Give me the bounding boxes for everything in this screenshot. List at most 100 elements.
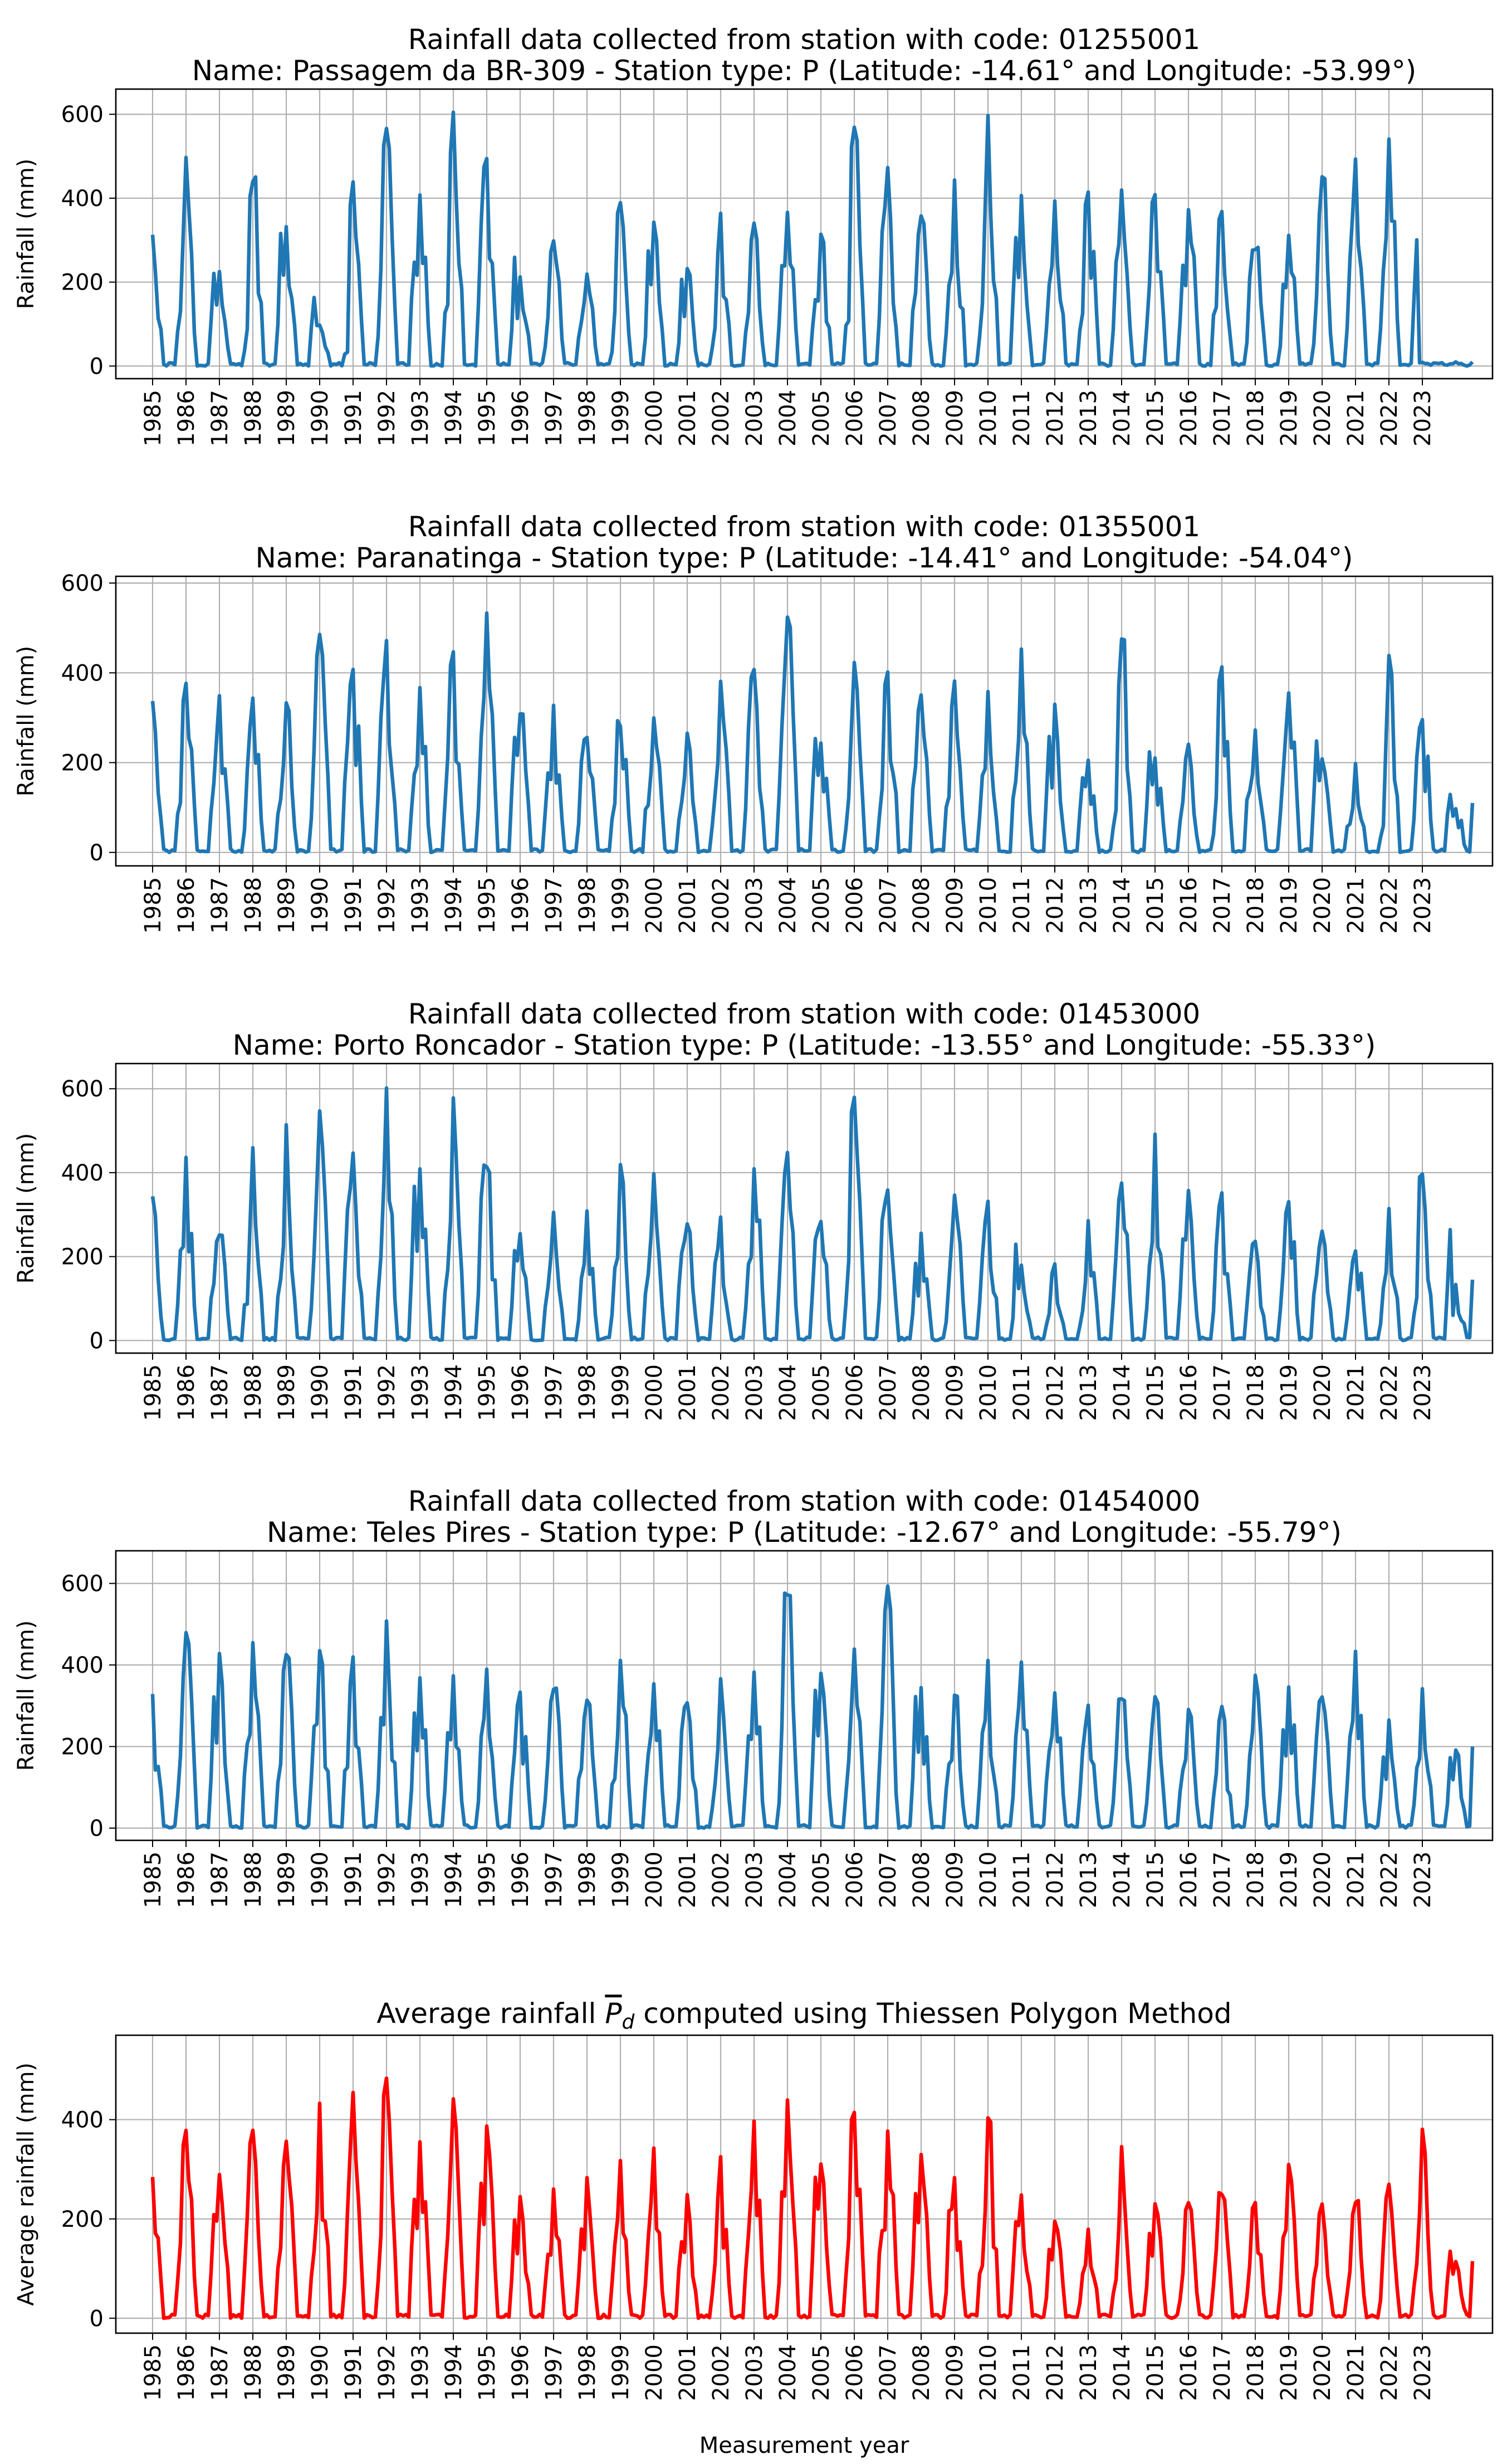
x-tick-label: 2001 — [675, 877, 701, 934]
chart-title-line1: Rainfall data collected from station wit… — [408, 1485, 1200, 1517]
x-tick-label: 2002 — [708, 1851, 734, 1908]
x-tick-label: 2020 — [1310, 2344, 1335, 2401]
y-tick-label: 400 — [61, 1160, 104, 1186]
x-tick-label: 1991 — [341, 1364, 366, 1421]
x-tick-label: 2023 — [1410, 1851, 1436, 1908]
x-tick-label: 2003 — [742, 390, 767, 447]
x-tick-label: 1985 — [140, 1851, 166, 1908]
x-tick-label: 2007 — [875, 2344, 901, 2401]
x-tick-label: 1995 — [474, 877, 500, 934]
x-tick-label: 1992 — [374, 1851, 400, 1908]
x-tick-label: 2008 — [909, 877, 934, 934]
x-axis-label: Measurement year — [699, 2433, 909, 2458]
chart-title-line2: Name: Paranatinga - Station type: P (Lat… — [255, 542, 1353, 574]
x-tick-label: 2007 — [875, 390, 901, 447]
chart-panel-5: Average rainfall Pd computed using Thies… — [13, 1997, 1494, 2458]
x-tick-label: 2011 — [1009, 390, 1035, 447]
x-tick-label: 1996 — [508, 2344, 534, 2401]
x-tick-label: 2011 — [1009, 877, 1035, 934]
x-tick-label: 2016 — [1176, 1851, 1202, 1908]
x-tick-label: 2023 — [1410, 1364, 1436, 1421]
chart-title-line1: Rainfall data collected from station wit… — [408, 511, 1200, 543]
x-tick-label: 2010 — [976, 1364, 1001, 1421]
x-tick-label: 1985 — [140, 390, 166, 447]
chart-panel-1: Rainfall data collected from station wit… — [13, 23, 1494, 447]
y-tick-label: 0 — [90, 1328, 104, 1354]
y-axis-label: Rainfall (mm) — [13, 646, 39, 797]
x-tick-label: 2013 — [1076, 2344, 1102, 2401]
x-tick-label: 2018 — [1243, 390, 1269, 447]
x-tick-label: 1986 — [174, 877, 199, 934]
x-tick-label: 2022 — [1377, 390, 1402, 447]
x-tick-label: 2001 — [675, 1851, 701, 1908]
x-tick-label: 1991 — [341, 2344, 366, 2401]
x-tick-label: 2008 — [909, 390, 934, 447]
x-tick-label: 2003 — [742, 1364, 767, 1421]
x-tick-label: 2001 — [675, 2344, 701, 2401]
x-tick-label: 2000 — [642, 2344, 667, 2401]
x-tick-label: 2018 — [1243, 877, 1269, 934]
x-tick-label: 1986 — [174, 390, 199, 447]
x-tick-label: 1991 — [341, 390, 366, 447]
series-line-average-rainfall — [150, 2076, 1475, 2320]
x-tick-label: 1996 — [508, 877, 534, 934]
x-tick-label: 1996 — [508, 390, 534, 447]
x-tick-label: 2019 — [1276, 1364, 1302, 1421]
x-tick-label: 2015 — [1143, 1851, 1168, 1908]
x-tick-label: 2014 — [1109, 390, 1135, 447]
x-tick-label: 2014 — [1109, 2344, 1135, 2401]
x-tick-label: 1993 — [408, 390, 433, 447]
x-tick-label: 2019 — [1276, 390, 1302, 447]
x-tick-label: 2008 — [909, 1851, 934, 1908]
x-tick-label: 2010 — [976, 390, 1001, 447]
plot-frame — [115, 88, 1494, 380]
x-tick-label: 1998 — [575, 877, 600, 934]
x-tick-label: 2005 — [809, 877, 834, 934]
x-tick-label: 1999 — [608, 390, 634, 447]
x-tick-label: 2012 — [1043, 1364, 1068, 1421]
x-tick-label: 2009 — [942, 1851, 968, 1908]
y-axis-label: Rainfall (mm) — [13, 1620, 39, 1771]
y-axis-label: Average rainfall (mm) — [13, 2063, 39, 2306]
chart-panel-4: Rainfall data collected from station wit… — [13, 1485, 1494, 1908]
x-tick-label: 1994 — [441, 390, 467, 447]
x-tick-label: 1987 — [207, 2344, 233, 2401]
x-tick-label: 1989 — [274, 390, 300, 447]
x-tick-label: 2002 — [708, 1364, 734, 1421]
x-tick-label: 1993 — [408, 2344, 433, 2401]
chart-title-line1: Rainfall data collected from station wit… — [408, 23, 1200, 56]
x-tick-label: 2004 — [775, 877, 801, 934]
x-tick-label: 2009 — [942, 2344, 968, 2401]
x-tick-label: 1990 — [307, 1851, 333, 1908]
x-tick-label: 1990 — [307, 1364, 333, 1421]
y-axis-label: Rainfall (mm) — [13, 1133, 39, 1284]
series-line-rainfall — [150, 1086, 1475, 1343]
x-tick-label: 2022 — [1377, 1364, 1402, 1421]
y-tick-label: 0 — [90, 840, 104, 866]
x-tick-label: 2000 — [642, 1851, 667, 1908]
x-tick-label: 2007 — [875, 877, 901, 934]
x-tick-label: 2020 — [1310, 390, 1335, 447]
y-tick-label: 600 — [61, 1571, 104, 1597]
x-tick-label: 2016 — [1176, 1364, 1202, 1421]
x-tick-label: 2011 — [1009, 2344, 1035, 2401]
x-tick-label: 2015 — [1143, 390, 1168, 447]
x-tick-label: 1995 — [474, 390, 500, 447]
x-tick-label: 1994 — [441, 2344, 467, 2401]
x-tick-label: 2006 — [842, 1851, 868, 1908]
series-line-rainfall — [150, 611, 1475, 855]
x-tick-label: 2004 — [775, 1364, 801, 1421]
x-tick-label: 2012 — [1043, 2344, 1068, 2401]
x-tick-label: 2006 — [842, 2344, 868, 2401]
x-tick-label: 1992 — [374, 1364, 400, 1421]
x-tick-label: 2007 — [875, 1851, 901, 1908]
x-tick-label: 1985 — [140, 2344, 166, 2401]
chart-title-line2: Name: Passagem da BR-309 - Station type:… — [192, 55, 1417, 87]
x-tick-label: 2008 — [909, 2344, 934, 2401]
x-tick-label: 1996 — [508, 1364, 534, 1421]
x-tick-label: 1998 — [575, 390, 600, 447]
x-tick-label: 2004 — [775, 2344, 801, 2401]
x-tick-label: 2003 — [742, 2344, 767, 2401]
x-tick-label: 2000 — [642, 390, 667, 447]
x-tick-label: 2017 — [1210, 1364, 1235, 1421]
